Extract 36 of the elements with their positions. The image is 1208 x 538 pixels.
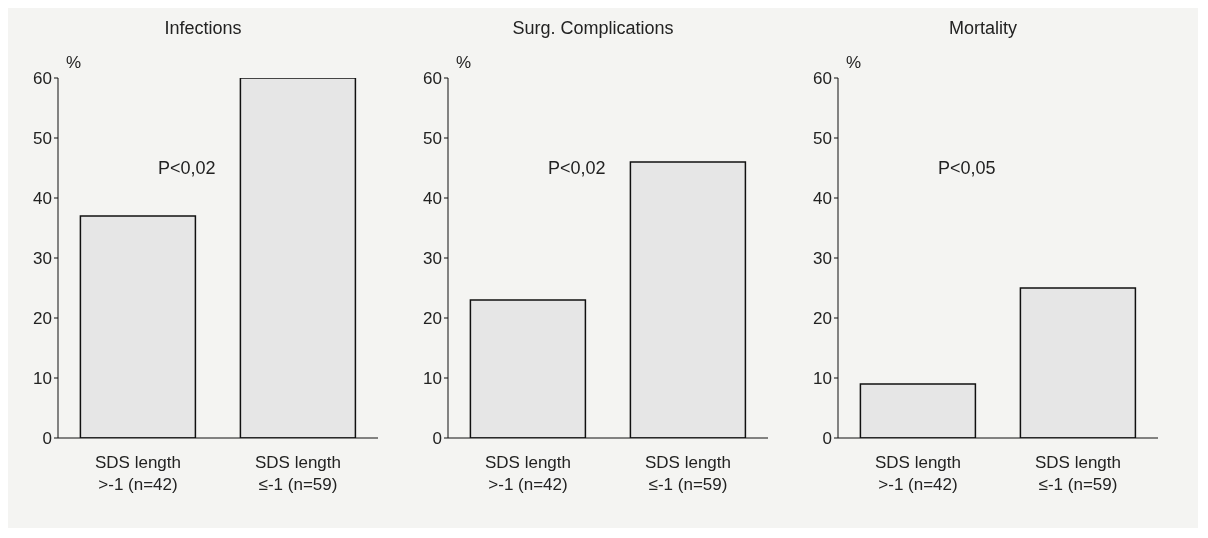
y-axis-title: % <box>456 53 472 73</box>
y-tick-label: 10 <box>33 369 52 389</box>
chart-title: Mortality <box>948 17 1018 40</box>
y-tick-label: 60 <box>813 69 832 89</box>
y-tick-label: 50 <box>813 129 832 149</box>
y-tick-label: 60 <box>33 69 52 89</box>
x-tick-label: SDS length ≤-1 (n=59) <box>1035 453 1121 494</box>
x-tick-label: SDS length ≤-1 (n=59) <box>645 453 731 494</box>
y-axis-title: % <box>66 53 82 73</box>
y-tick-label: 10 <box>813 369 832 389</box>
x-tick-label: SDS length >-1 (n=42) <box>95 453 181 494</box>
y-tick-label: 40 <box>423 189 442 209</box>
annotation: P<0,02 <box>548 158 606 179</box>
annotation: P<0,05 <box>938 158 996 179</box>
y-tick-label: 50 <box>33 129 52 149</box>
x-tick-label: SDS length >-1 (n=42) <box>485 453 571 494</box>
y-tick-label: 40 <box>813 189 832 209</box>
y-axis-title: % <box>846 53 862 73</box>
y-tick-label: 60 <box>423 69 442 89</box>
y-tick-label: 0 <box>42 429 52 449</box>
chart-title: Surg. Complications <box>511 17 675 40</box>
y-tick-label: 0 <box>822 429 832 449</box>
chart-title: Infections <box>163 17 243 40</box>
y-tick-label: 20 <box>33 309 52 329</box>
annotation: P<0,02 <box>158 158 216 179</box>
x-tick-label: SDS length ≤-1 (n=59) <box>255 453 341 494</box>
y-tick-label: 20 <box>813 309 832 329</box>
y-tick-label: 20 <box>423 309 442 329</box>
y-tick-label: 0 <box>432 429 442 449</box>
y-tick-label: 30 <box>813 249 832 269</box>
x-tick-label: SDS length >-1 (n=42) <box>875 453 961 494</box>
y-tick-label: 40 <box>33 189 52 209</box>
y-tick-label: 10 <box>423 369 442 389</box>
y-tick-label: 50 <box>423 129 442 149</box>
y-tick-label: 30 <box>33 249 52 269</box>
y-tick-label: 30 <box>423 249 442 269</box>
